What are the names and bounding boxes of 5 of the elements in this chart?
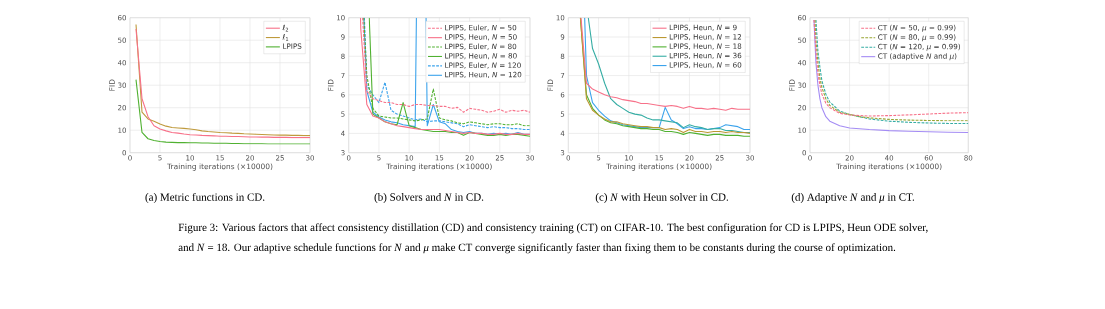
caption: Figure 3: Various factors that affect consistency distillation (CD) and consistency training (CT) on CIFAR-10. The best configuration for CD is LPIPS, Heun ODE solver, and N = 18. Our adaptive schedule functions for N and μ make CT converge significantly faster than fixing them to be constants during the course of optimization. <box>178 223 928 254</box>
text: (c) N with Heun solver in CD. <box>595 193 728 203</box>
text: (a) Metric functions in CD. <box>145 192 265 204</box>
text: (b) Solvers and N in CD. <box>374 193 484 203</box>
text: (d) Adaptive N and μ in CT. <box>791 193 915 203</box>
